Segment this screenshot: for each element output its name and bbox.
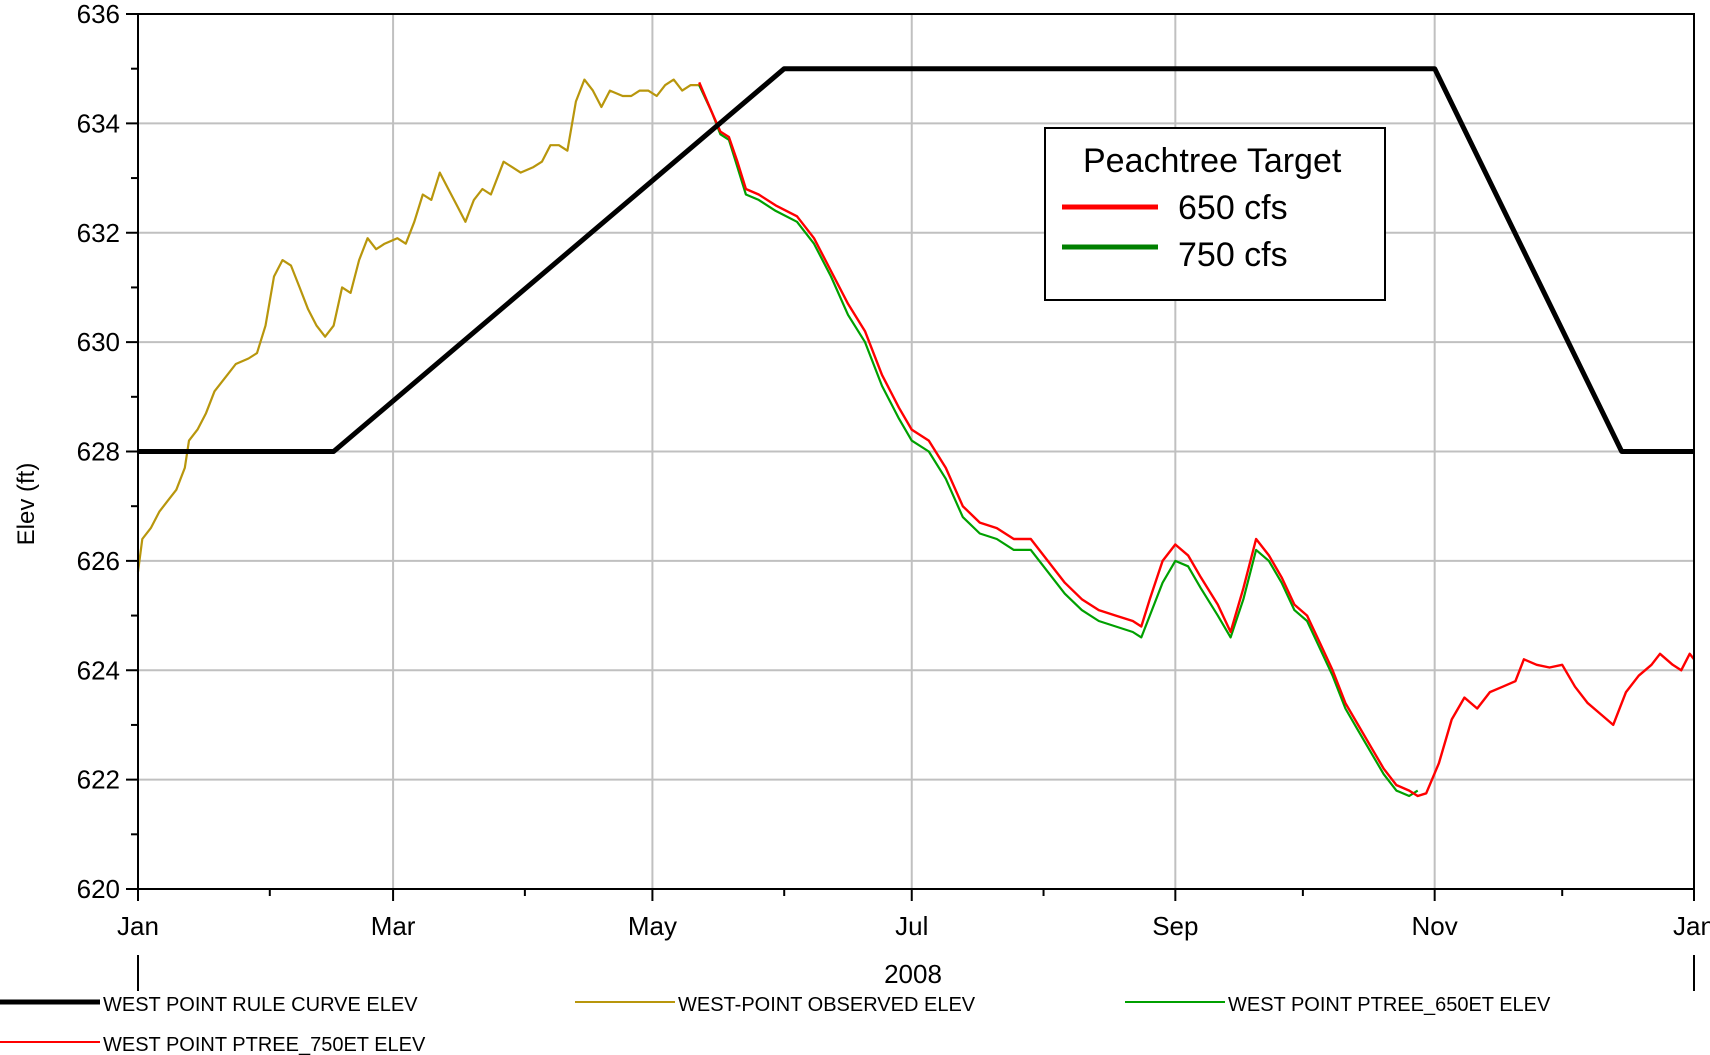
y-tick-label: 632 <box>77 218 120 248</box>
legend-label: WEST POINT PTREE_750ET ELEV <box>103 1034 426 1055</box>
plot-frame <box>137 13 1695 890</box>
x-tick-label: Jul <box>895 911 928 941</box>
grid-lines <box>138 13 1694 890</box>
bottom-legend: WEST POINT RULE CURVE ELEV WEST-POINT OBS… <box>0 994 1551 1055</box>
y-tick-label: 636 <box>77 0 120 29</box>
x-tick-label: Jan <box>117 911 159 941</box>
inset-legend-title: Peachtree Target <box>1083 142 1342 180</box>
y-tick-label: 624 <box>77 655 120 685</box>
y-tick-label: 620 <box>77 874 120 904</box>
y-tick-label: 628 <box>77 437 120 467</box>
inset-legend-label-650: 650 cfs <box>1178 189 1288 227</box>
series-lines <box>136 66 1695 798</box>
series-line-2 <box>698 84 1419 798</box>
y-tick-label: 626 <box>77 546 120 576</box>
x-tick-label: Jan <box>1673 911 1710 941</box>
y-tick-label: 634 <box>77 108 120 138</box>
x-axis-year-label: 2008 <box>884 959 942 989</box>
series-line-3 <box>698 81 1695 798</box>
x-tick-label: Nov <box>1412 911 1458 941</box>
series-line-0 <box>138 66 1694 454</box>
series-line-1 <box>136 78 700 572</box>
inset-legend-label-750: 750 cfs <box>1178 236 1288 274</box>
x-tick-label: Sep <box>1152 911 1198 941</box>
x-tick-label: Mar <box>371 911 416 941</box>
legend-label: WEST-POINT OBSERVED ELEV <box>678 994 976 1016</box>
axes: 620 622 624 626 628 630 632 634 636 Jan Mar May Jul S… <box>77 0 1710 991</box>
y-axis-label: Elev (ft) <box>13 463 40 546</box>
y-tick-label: 622 <box>77 765 120 795</box>
inset-legend-box <box>1044 127 1386 301</box>
legend-label: WEST POINT RULE CURVE ELEV <box>103 994 418 1016</box>
x-tick-label: May <box>628 911 677 941</box>
y-tick-label: 630 <box>77 327 120 357</box>
legend-label: WEST POINT PTREE_650ET ELEV <box>1228 994 1551 1016</box>
inset-legend: Peachtree Target 650 cfs 750 cfs <box>1044 127 1386 301</box>
